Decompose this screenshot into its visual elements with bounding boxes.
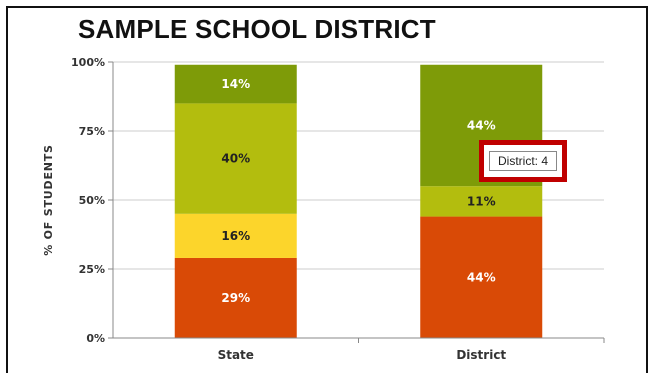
data-label-state-2: 40% bbox=[221, 152, 250, 166]
y-tick-label-2: 50% bbox=[79, 194, 105, 207]
x-tick-label-district: District bbox=[456, 348, 506, 362]
bar-state-segment-1 bbox=[174, 213, 297, 258]
data-label-state-1: 16% bbox=[221, 229, 250, 243]
bar-state-segment-2 bbox=[174, 103, 297, 214]
axes: 0% 25% 50% 75% 100% State District bbox=[71, 56, 605, 362]
data-label-state-0: 29% bbox=[221, 291, 250, 305]
data-label-district-2: 11% bbox=[467, 194, 496, 208]
y-axis-title: % OF STUDENTS bbox=[42, 144, 55, 256]
bar-state-segment-0 bbox=[174, 257, 297, 338]
bars: 29% 16% 40% 14% 44% 11% 44% bbox=[174, 64, 543, 338]
data-label-district-0: 44% bbox=[467, 270, 496, 284]
tooltip: District: 4 bbox=[489, 151, 557, 171]
bar-state-segment-3 bbox=[174, 64, 297, 104]
bar-district-segment-2 bbox=[420, 186, 543, 217]
data-label-district-3: 44% bbox=[467, 118, 496, 132]
y-tick-label-1: 25% bbox=[79, 263, 105, 276]
y-tick-label-3: 75% bbox=[79, 125, 105, 138]
data-label-state-3: 14% bbox=[221, 77, 250, 91]
y-tick-label-4: 100% bbox=[71, 56, 105, 69]
chart-title: SAMPLE SCHOOL DISTRICT bbox=[78, 14, 436, 44]
bar-district-segment-0 bbox=[420, 216, 543, 338]
x-tick-label-state: State bbox=[218, 348, 254, 362]
y-tick-label-0: 0% bbox=[86, 332, 105, 345]
tooltip-highlight: District: 4 bbox=[479, 140, 567, 182]
